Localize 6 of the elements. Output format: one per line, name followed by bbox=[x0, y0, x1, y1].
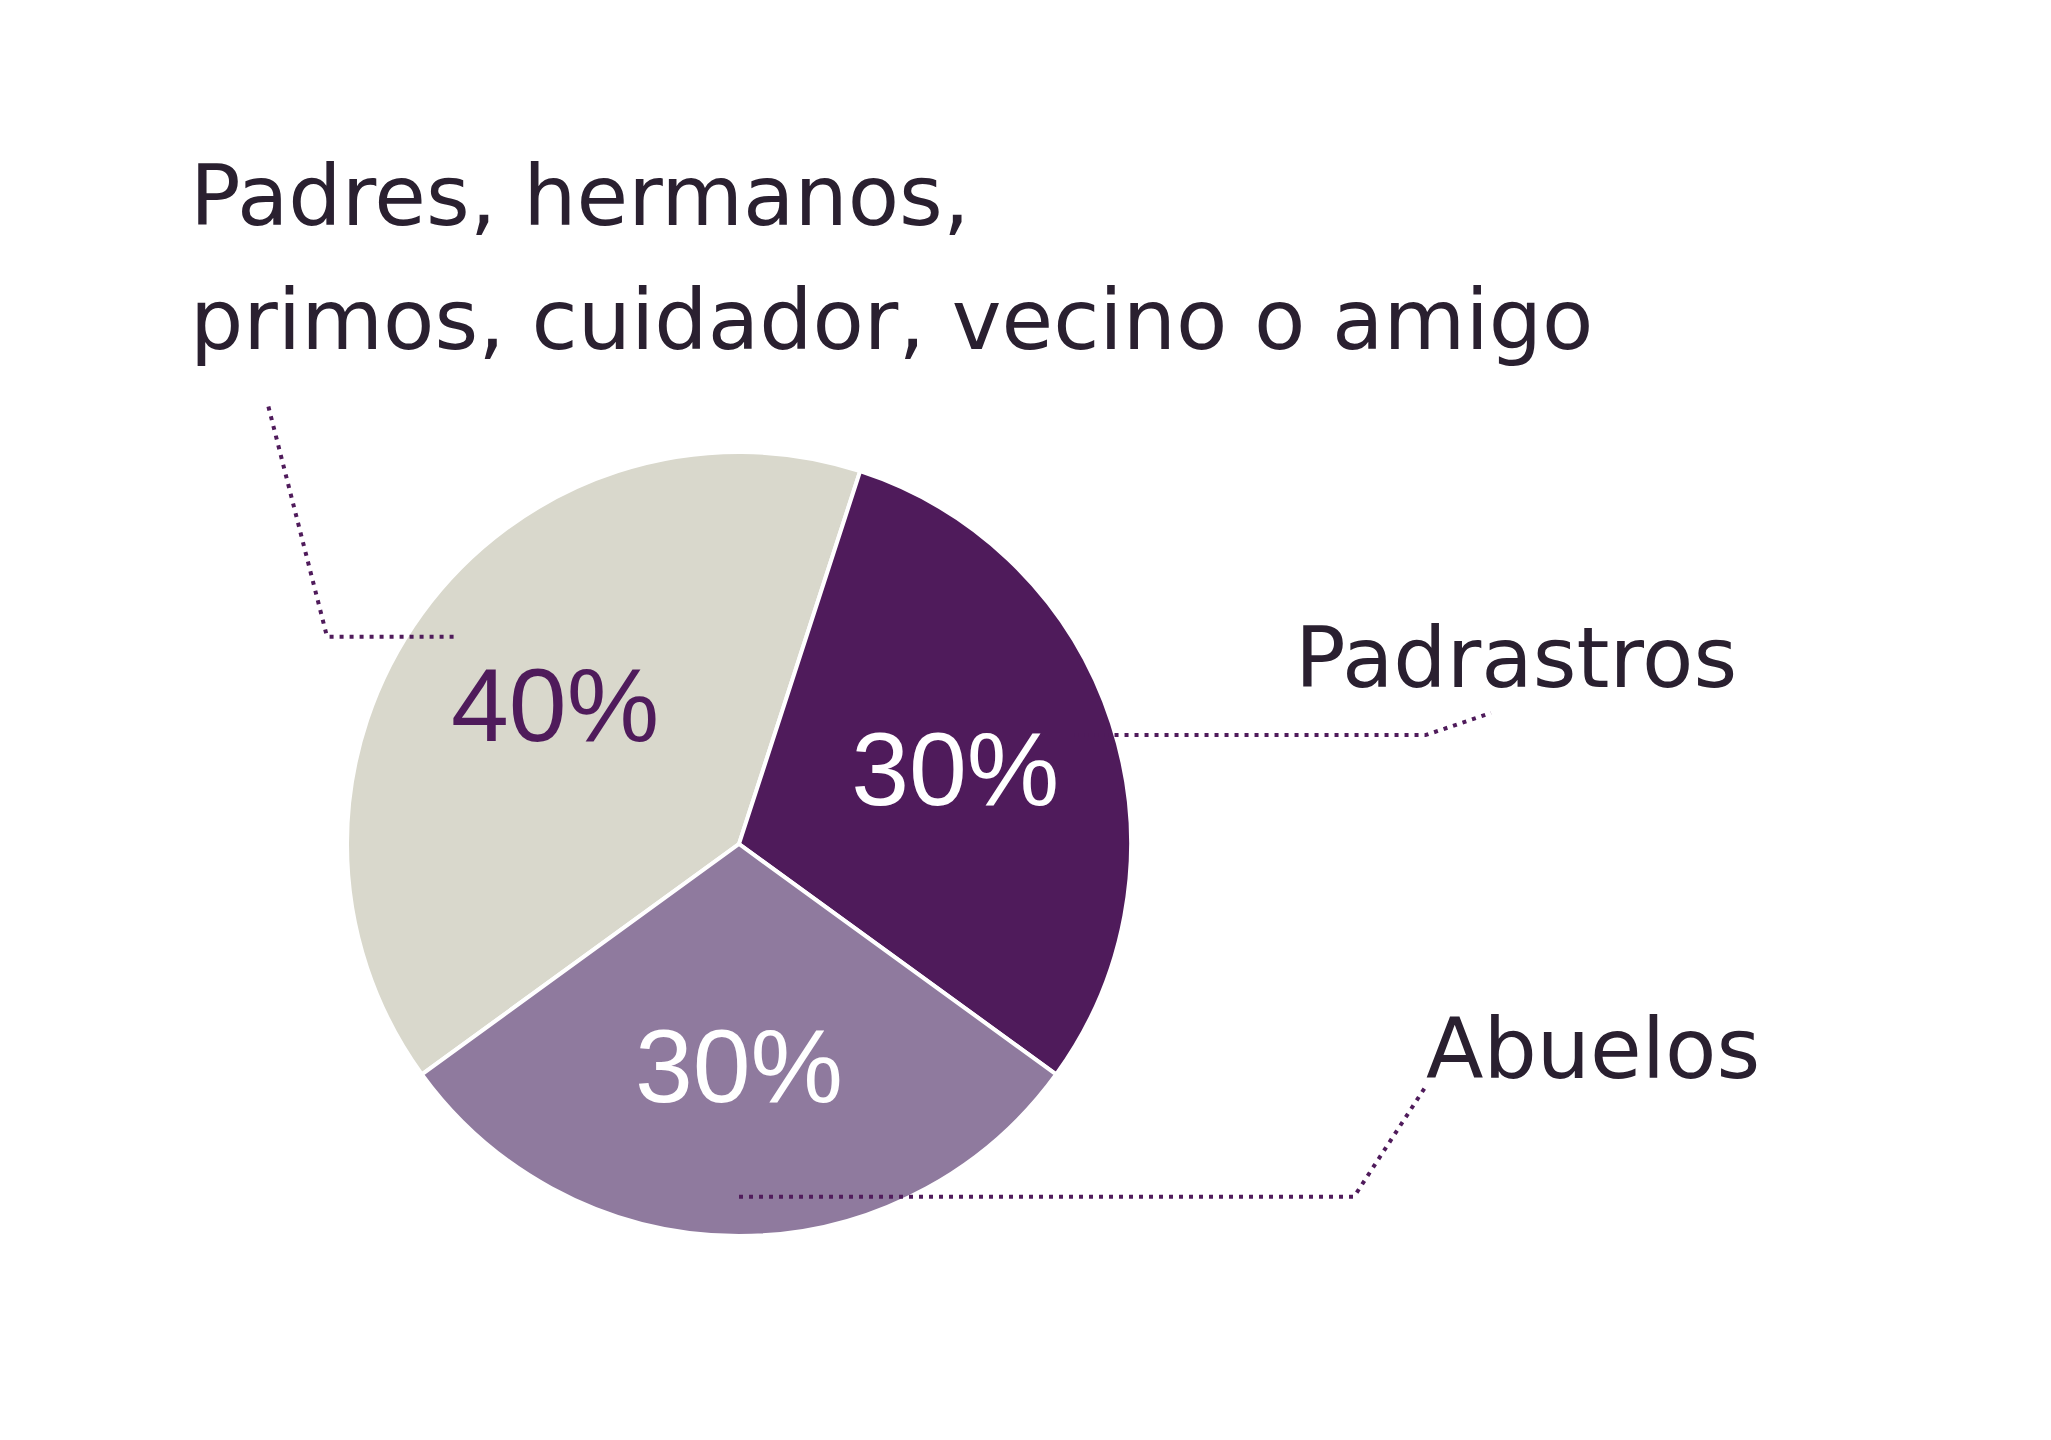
slice-label: Abuelos bbox=[1426, 1000, 1761, 1098]
slice-label: Padrastros bbox=[1295, 609, 1738, 707]
data-label: 40% bbox=[450, 647, 660, 764]
slice-label: Padres, hermanos, primos, cuidador, vecino o amigo bbox=[190, 147, 1594, 369]
data-label: 30% bbox=[634, 1008, 844, 1125]
data-label: 30% bbox=[851, 710, 1060, 827]
